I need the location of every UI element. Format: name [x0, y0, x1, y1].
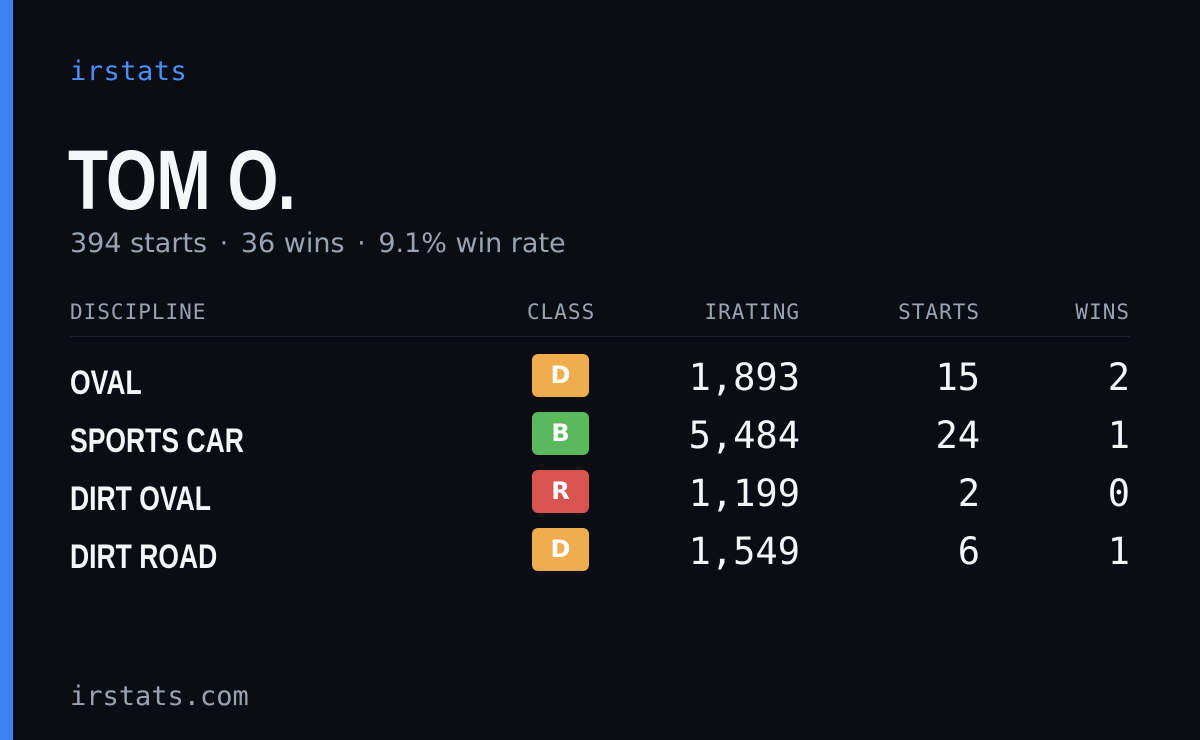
- header-wins: WINS: [1075, 300, 1130, 324]
- table-row: DIRT OVAL R 1,199 2 0: [70, 470, 1130, 528]
- accent-bar: [0, 0, 13, 740]
- starts-value: 24: [935, 414, 980, 457]
- table-row: DIRT ROAD D 1,549 6 1: [70, 528, 1130, 586]
- irating-value: 5,484: [688, 414, 800, 457]
- irating-value: 1,549: [688, 530, 800, 573]
- player-name: TOM O.: [68, 133, 296, 227]
- irating-value: 1,893: [688, 356, 800, 399]
- brand-logo-text: irstats: [70, 56, 188, 87]
- class-badge: D: [532, 354, 589, 397]
- discipline-name: DIRT ROAD: [70, 538, 218, 576]
- wins-value: 1: [1107, 414, 1130, 457]
- class-badge: B: [532, 412, 589, 455]
- irating-value: 1,199: [688, 472, 800, 515]
- footer-site-url: irstats.com: [70, 681, 249, 712]
- wins-summary: 36 wins: [240, 228, 345, 259]
- table-row: SPORTS CAR B 5,484 24 1: [70, 412, 1130, 470]
- class-badge: D: [532, 528, 589, 571]
- win-rate-summary: 9.1% win rate: [378, 228, 566, 259]
- starts-value: 15: [935, 356, 980, 399]
- header-class: CLASS: [527, 300, 596, 324]
- separator: ·: [219, 228, 229, 259]
- starts-value: 2: [957, 472, 980, 515]
- wins-value: 0: [1107, 472, 1130, 515]
- starts-value: 6: [957, 530, 980, 573]
- class-badge: R: [532, 470, 589, 513]
- discipline-name: SPORTS CAR: [70, 422, 244, 460]
- separator: ·: [357, 228, 366, 259]
- discipline-name: DIRT OVAL: [70, 480, 211, 518]
- wins-value: 1: [1107, 530, 1130, 573]
- table-row: OVAL D 1,893 15 2: [70, 354, 1130, 412]
- player-summary: 394 starts · 36 wins · 9.1% win rate: [70, 228, 566, 259]
- header-discipline: DISCIPLINE: [70, 300, 207, 324]
- discipline-name: OVAL: [70, 364, 142, 402]
- header-starts: STARTS: [898, 300, 980, 324]
- wins-value: 2: [1107, 356, 1130, 399]
- starts-summary: 394 starts: [70, 228, 208, 259]
- header-irating: IRATING: [704, 300, 800, 324]
- stats-table-header: DISCIPLINE CLASS IRATING STARTS WINS: [70, 300, 1130, 337]
